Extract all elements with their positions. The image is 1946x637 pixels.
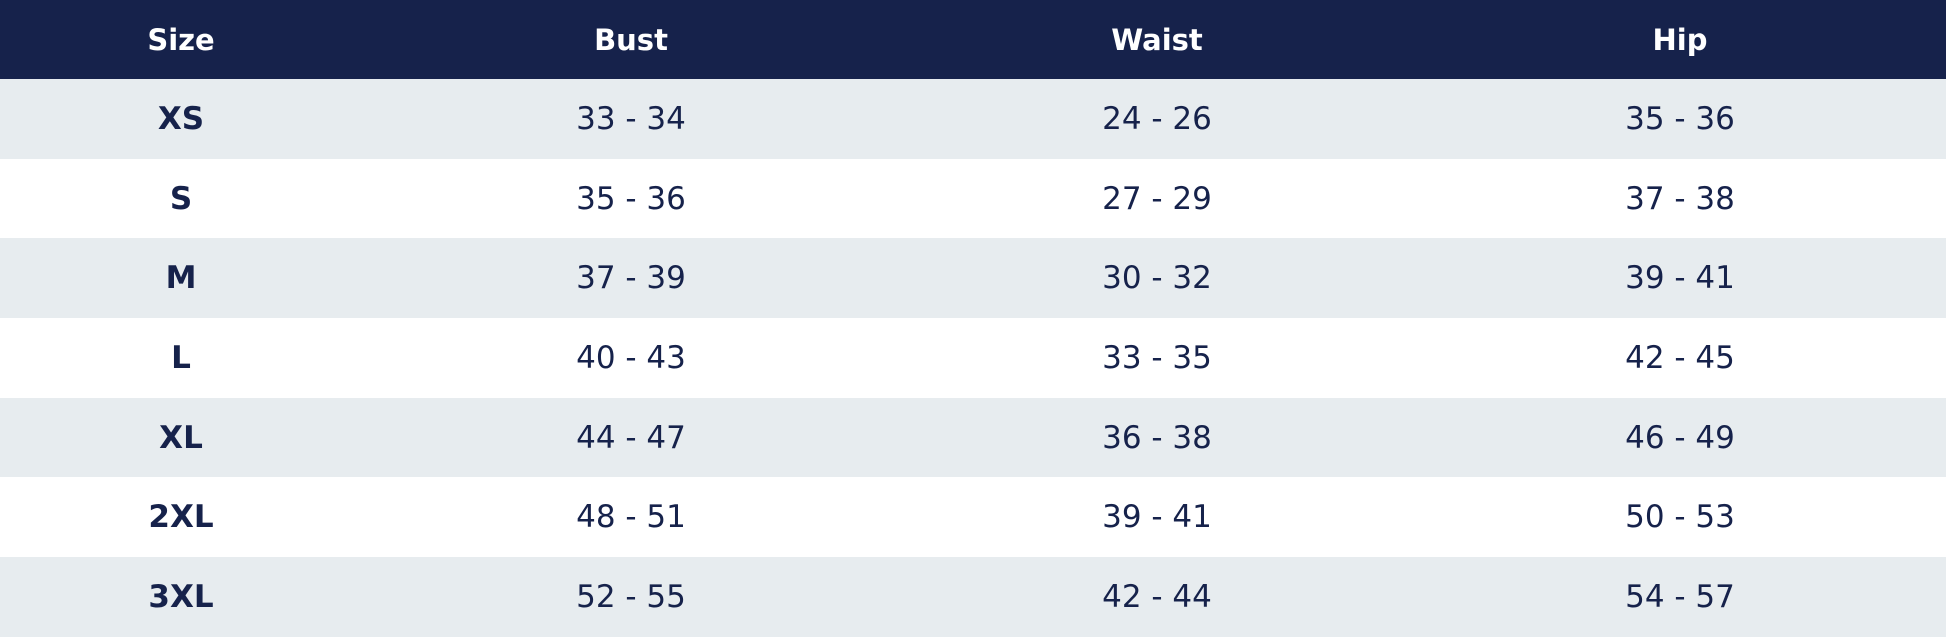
- header-cell: Size: [0, 0, 362, 79]
- measurement-cell: 27 - 29: [1102, 180, 1212, 217]
- header-cell: Waist: [900, 0, 1414, 79]
- size-cell: XS: [0, 79, 362, 159]
- table-row: L 40 - 43 33 - 35 42 - 45: [0, 318, 1946, 398]
- table-row: 2XL 48 - 51 39 - 41 50 - 53: [0, 477, 1946, 557]
- table-header: Size Bust Waist Hip: [0, 0, 1946, 79]
- measurement-cell: 54 - 57: [1414, 557, 1946, 637]
- size-cell: 2XL: [148, 499, 214, 536]
- table-row: M 37 - 39 30 - 32 39 - 41: [0, 238, 1946, 319]
- measurement-cell: 24 - 26: [900, 79, 1414, 159]
- measurement-cell: 30 - 32: [900, 238, 1414, 319]
- measurement-cell: 35 - 36: [576, 180, 686, 217]
- measurement-cell: 52 - 55: [362, 557, 900, 637]
- size-cell: M: [0, 238, 362, 319]
- measurement-cell: 33 - 34: [362, 79, 900, 159]
- measurement-cell: 48 - 51: [576, 499, 686, 536]
- measurement-cell: 37 - 39: [362, 238, 900, 319]
- header-cell: Bust: [362, 0, 900, 79]
- table-body: XS 33 - 34 24 - 26 35 - 36 S 35 - 36 27 - 29 37…: [0, 79, 1946, 637]
- header-cell: Hip: [1414, 0, 1946, 79]
- header-row: Size Bust Waist Hip: [0, 0, 1946, 79]
- measurement-cell: 46 - 49: [1414, 397, 1946, 478]
- measurement-cell: 39 - 41: [1414, 238, 1946, 319]
- table-row: S 35 - 36 27 - 29 37 - 38: [0, 159, 1946, 239]
- measurement-cell: 50 - 53: [1625, 499, 1735, 536]
- table-row: XL 44 - 47 36 - 38 46 - 49: [0, 397, 1946, 478]
- measurement-cell: 42 - 44: [900, 557, 1414, 637]
- measurement-cell: 35 - 36: [1414, 79, 1946, 159]
- measurement-cell: 37 - 38: [1625, 180, 1735, 217]
- measurement-cell: 33 - 35: [1102, 339, 1212, 376]
- size-cell: L: [171, 339, 191, 376]
- measurement-cell: 44 - 47: [362, 397, 900, 478]
- measurement-cell: 40 - 43: [576, 339, 686, 376]
- size-cell: 3XL: [0, 557, 362, 637]
- size-cell: S: [169, 180, 193, 217]
- measurement-cell: 36 - 38: [900, 397, 1414, 478]
- measurement-cell: 42 - 45: [1625, 339, 1735, 376]
- table-row: 3XL 52 - 55 42 - 44 54 - 57: [0, 557, 1946, 637]
- size-cell: XL: [0, 397, 362, 478]
- table-row: XS 33 - 34 24 - 26 35 - 36: [0, 79, 1946, 159]
- measurement-cell: 39 - 41: [1102, 499, 1212, 536]
